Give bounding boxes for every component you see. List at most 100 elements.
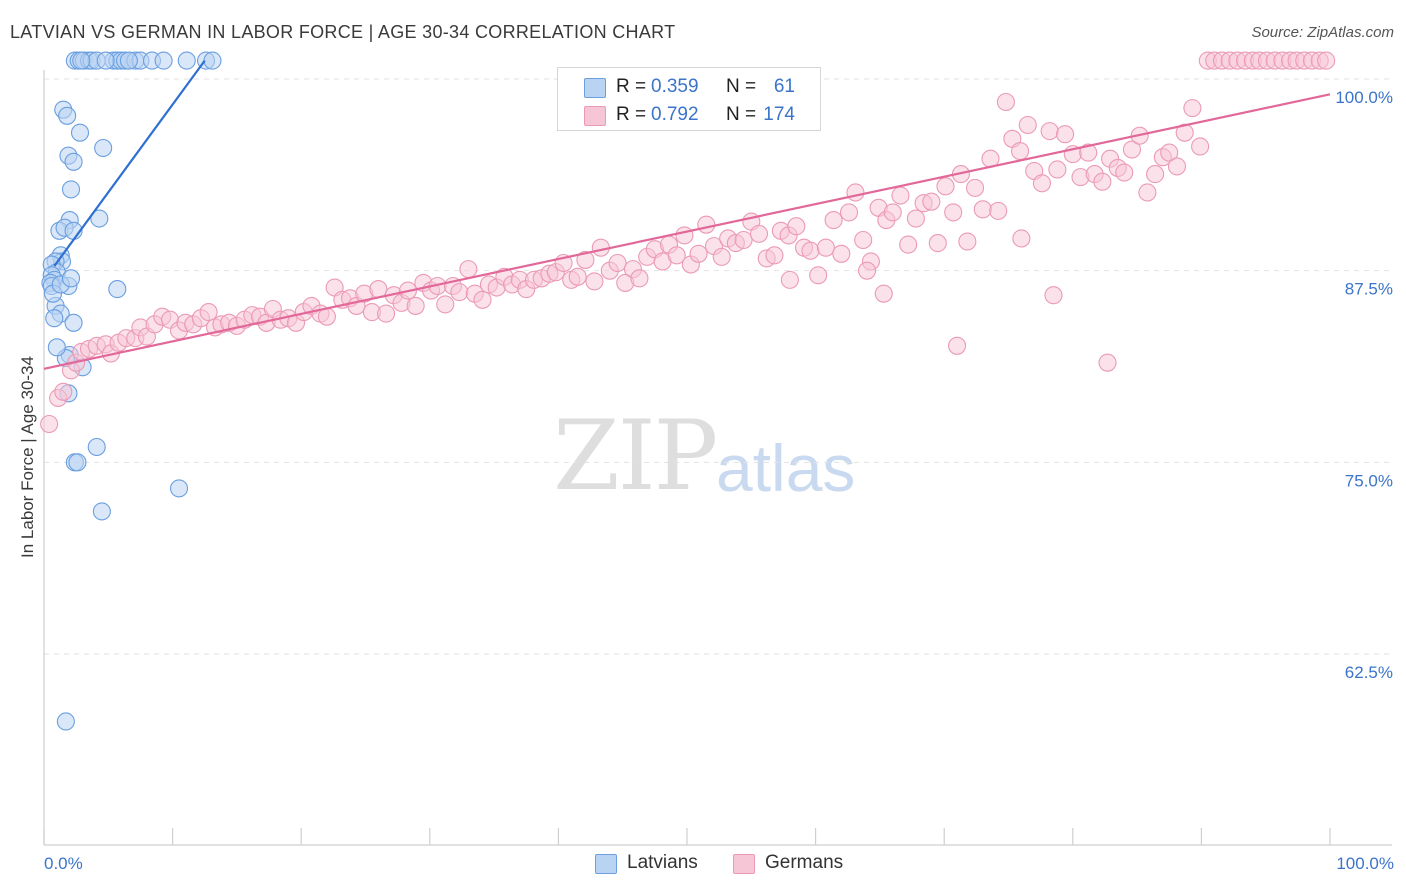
watermark-zip: ZIP (553, 400, 718, 512)
german-point (712, 247, 731, 266)
german-point (883, 203, 902, 222)
german-point (891, 186, 910, 205)
source-label: Source: ZipAtlas.com (1251, 24, 1394, 41)
latvian-point (154, 51, 173, 70)
y-tick-label: 87.5% (1345, 280, 1393, 299)
german-point (1048, 160, 1067, 179)
german-point (1056, 125, 1075, 144)
german-point (40, 414, 59, 434)
german-point (1167, 157, 1187, 176)
y-tick-label: 75.0% (1345, 471, 1393, 490)
german-point (944, 203, 963, 222)
latvian-legend-label: Latvians (627, 852, 698, 873)
y-tick-labels: 100.0% 87.5% 75.0% 62.5% (1335, 88, 1393, 682)
german-point (199, 303, 218, 322)
german-point (958, 232, 977, 251)
german-point (816, 238, 835, 257)
german-point (1317, 51, 1336, 70)
german-point (436, 295, 455, 314)
german-point (899, 235, 918, 254)
latvian-point (70, 123, 90, 142)
latvian-trend-line (53, 59, 206, 267)
latvian-point (72, 51, 91, 70)
latvian-point (177, 51, 196, 70)
german-point (749, 224, 769, 243)
x-tick-label-max: 100.0% (1336, 854, 1394, 873)
german-point (857, 261, 877, 280)
x-tick-label-min: 0.0% (44, 854, 83, 873)
latvian-point (92, 502, 111, 521)
german-legend-label: Germans (765, 852, 844, 873)
latvian-point (58, 106, 77, 125)
german-point (1079, 143, 1098, 162)
latvian-point (61, 269, 81, 288)
chart-title: LATVIAN VS GERMAN IN LABOR FORCE | AGE 3… (10, 22, 676, 42)
german-point (630, 269, 649, 288)
german-point (576, 250, 595, 269)
german-point (787, 217, 806, 236)
german-legend-swatch (733, 854, 755, 874)
german-point (608, 253, 627, 273)
latvian-n-label: N = (726, 76, 757, 97)
german-point (1160, 143, 1179, 162)
german-point (996, 92, 1015, 112)
latvian-point (96, 51, 115, 70)
latvian-point (45, 309, 64, 328)
latvian-point (87, 437, 106, 457)
latvian-point (119, 51, 138, 70)
german-r-label: R = (616, 104, 647, 125)
german-point (675, 226, 694, 245)
german-trend-line (43, 93, 1331, 370)
latvian-point (169, 479, 189, 498)
german-point (473, 290, 492, 309)
german-point (973, 200, 992, 219)
german-point (450, 283, 469, 302)
german-point (667, 246, 686, 265)
german-point (874, 284, 893, 303)
x-ticks (43, 828, 1331, 845)
german-point (377, 304, 396, 323)
german-point (689, 244, 708, 263)
german-point (1183, 99, 1202, 118)
german-point (839, 203, 859, 222)
latvian-point (90, 209, 109, 228)
latvian-r-label: R = (616, 76, 647, 97)
german-point (1018, 115, 1037, 135)
latvian-point (94, 138, 113, 158)
latvian-point (108, 280, 127, 299)
german-point (989, 201, 1008, 220)
axes (43, 70, 1392, 846)
german-point (801, 241, 820, 260)
german-point (585, 272, 604, 291)
german-point (832, 244, 851, 263)
latvian-point (68, 453, 87, 472)
german-point (1012, 229, 1031, 248)
latvian-legend-swatch (595, 854, 617, 874)
german-point (780, 270, 799, 289)
german-point (922, 192, 941, 211)
german-point (1122, 140, 1142, 159)
german-point (568, 267, 587, 286)
german-point (854, 230, 873, 250)
german-point (406, 296, 425, 315)
y-tick-label: 62.5% (1345, 663, 1393, 682)
german-point (824, 211, 843, 230)
german-point (54, 382, 73, 401)
german-point (1098, 353, 1117, 372)
latvian-point (61, 180, 81, 199)
german-point (936, 177, 955, 196)
latvian-point (203, 51, 222, 70)
german-point (369, 280, 388, 299)
german-n-value: 174 (763, 104, 795, 125)
trend-lines (43, 59, 1331, 370)
legend-row-latvians: R = 0.359 N = 61 (558, 73, 820, 101)
german-point (906, 209, 925, 228)
german-point (1191, 137, 1210, 156)
latvian-swatch (584, 78, 606, 98)
german-point (1032, 174, 1051, 193)
german-point (1040, 122, 1059, 141)
latvian-point (56, 712, 75, 731)
german-point (697, 215, 716, 234)
stats-legend: R = 0.359 N = 61 R = 0.792 N = 174 (557, 67, 821, 131)
